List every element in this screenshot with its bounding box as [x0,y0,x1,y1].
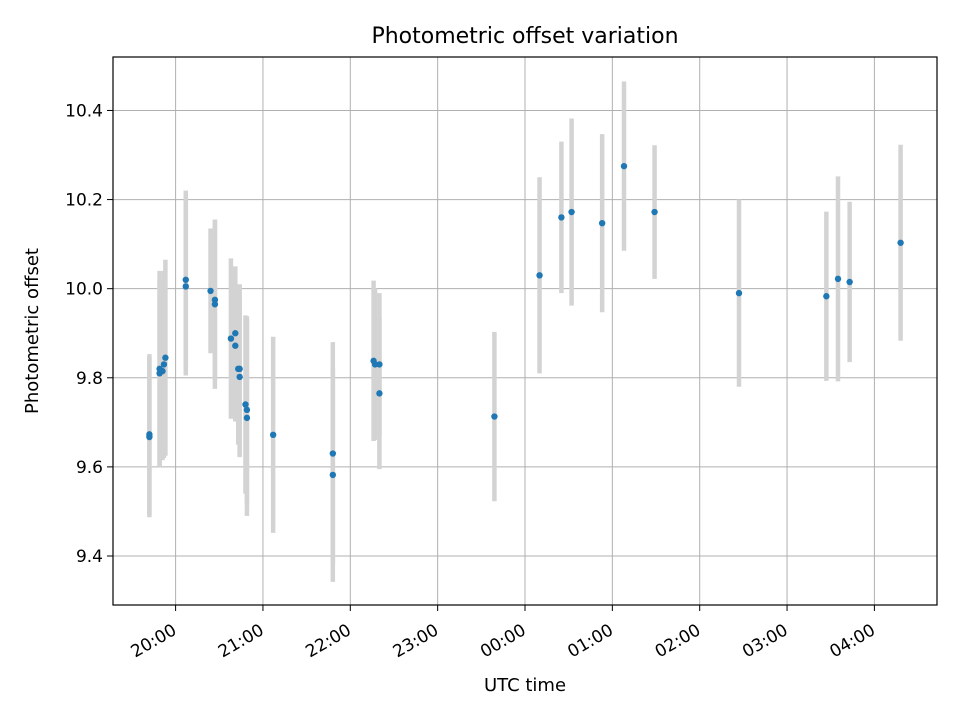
data-point [598,219,606,227]
data-point [160,361,168,368]
data-point [558,214,565,221]
x-tick-label: 00:00 [477,620,529,662]
x-tick-label: 21:00 [215,620,267,662]
data-point [236,365,243,373]
y-tick-label: 9.8 [76,369,103,389]
data-point [243,414,251,422]
x-tick-label: 02:00 [652,620,704,662]
data-point [269,431,277,439]
data-point [211,296,219,304]
chart-title: Photometric offset variation [371,24,678,49]
data-point [536,272,543,279]
data-point [211,301,219,308]
data-point [376,390,383,397]
data-point [243,406,251,414]
x-tick-label: 23:00 [390,620,442,662]
data-point [159,367,166,375]
grid [113,57,937,605]
data-point [834,275,842,283]
axis-ticks: 20:00 21:00 22:00 23:00 00:00 01:00 02:00 03:00… [65,101,879,662]
x-axis-label: UTC time [484,675,566,696]
data-point [329,450,337,457]
x-tick-label: 20:00 [128,620,180,662]
data-point [376,361,383,368]
data-point [182,283,189,290]
data-point [823,293,830,300]
data-point [146,433,153,441]
data-point [236,373,243,381]
y-tick-label: 9.4 [76,547,103,567]
y-tick-label: 10.2 [65,191,103,211]
data-point [207,287,214,295]
data-point [735,289,743,297]
y-tick-label: 10.4 [65,101,103,121]
x-tick-label: 01:00 [564,620,616,662]
data-point [620,162,628,170]
data-point [897,239,904,246]
data-point [329,471,337,479]
y-tick-label: 10.0 [65,280,103,300]
y-tick-label: 9.6 [76,458,103,478]
data-point [162,354,169,361]
data-points [146,162,904,479]
data-point [651,208,658,216]
data-point [491,413,498,420]
data-point [232,342,239,349]
data-point [182,276,189,283]
data-point [232,330,239,337]
data-point [846,278,853,286]
x-tick-label: 22:00 [302,620,354,662]
x-tick-label: 04:00 [826,620,878,662]
y-axis-label: Photometric offset [22,248,43,414]
x-tick-label: 03:00 [739,620,791,662]
data-point [227,335,235,342]
data-point [242,401,249,408]
data-point [568,208,575,216]
